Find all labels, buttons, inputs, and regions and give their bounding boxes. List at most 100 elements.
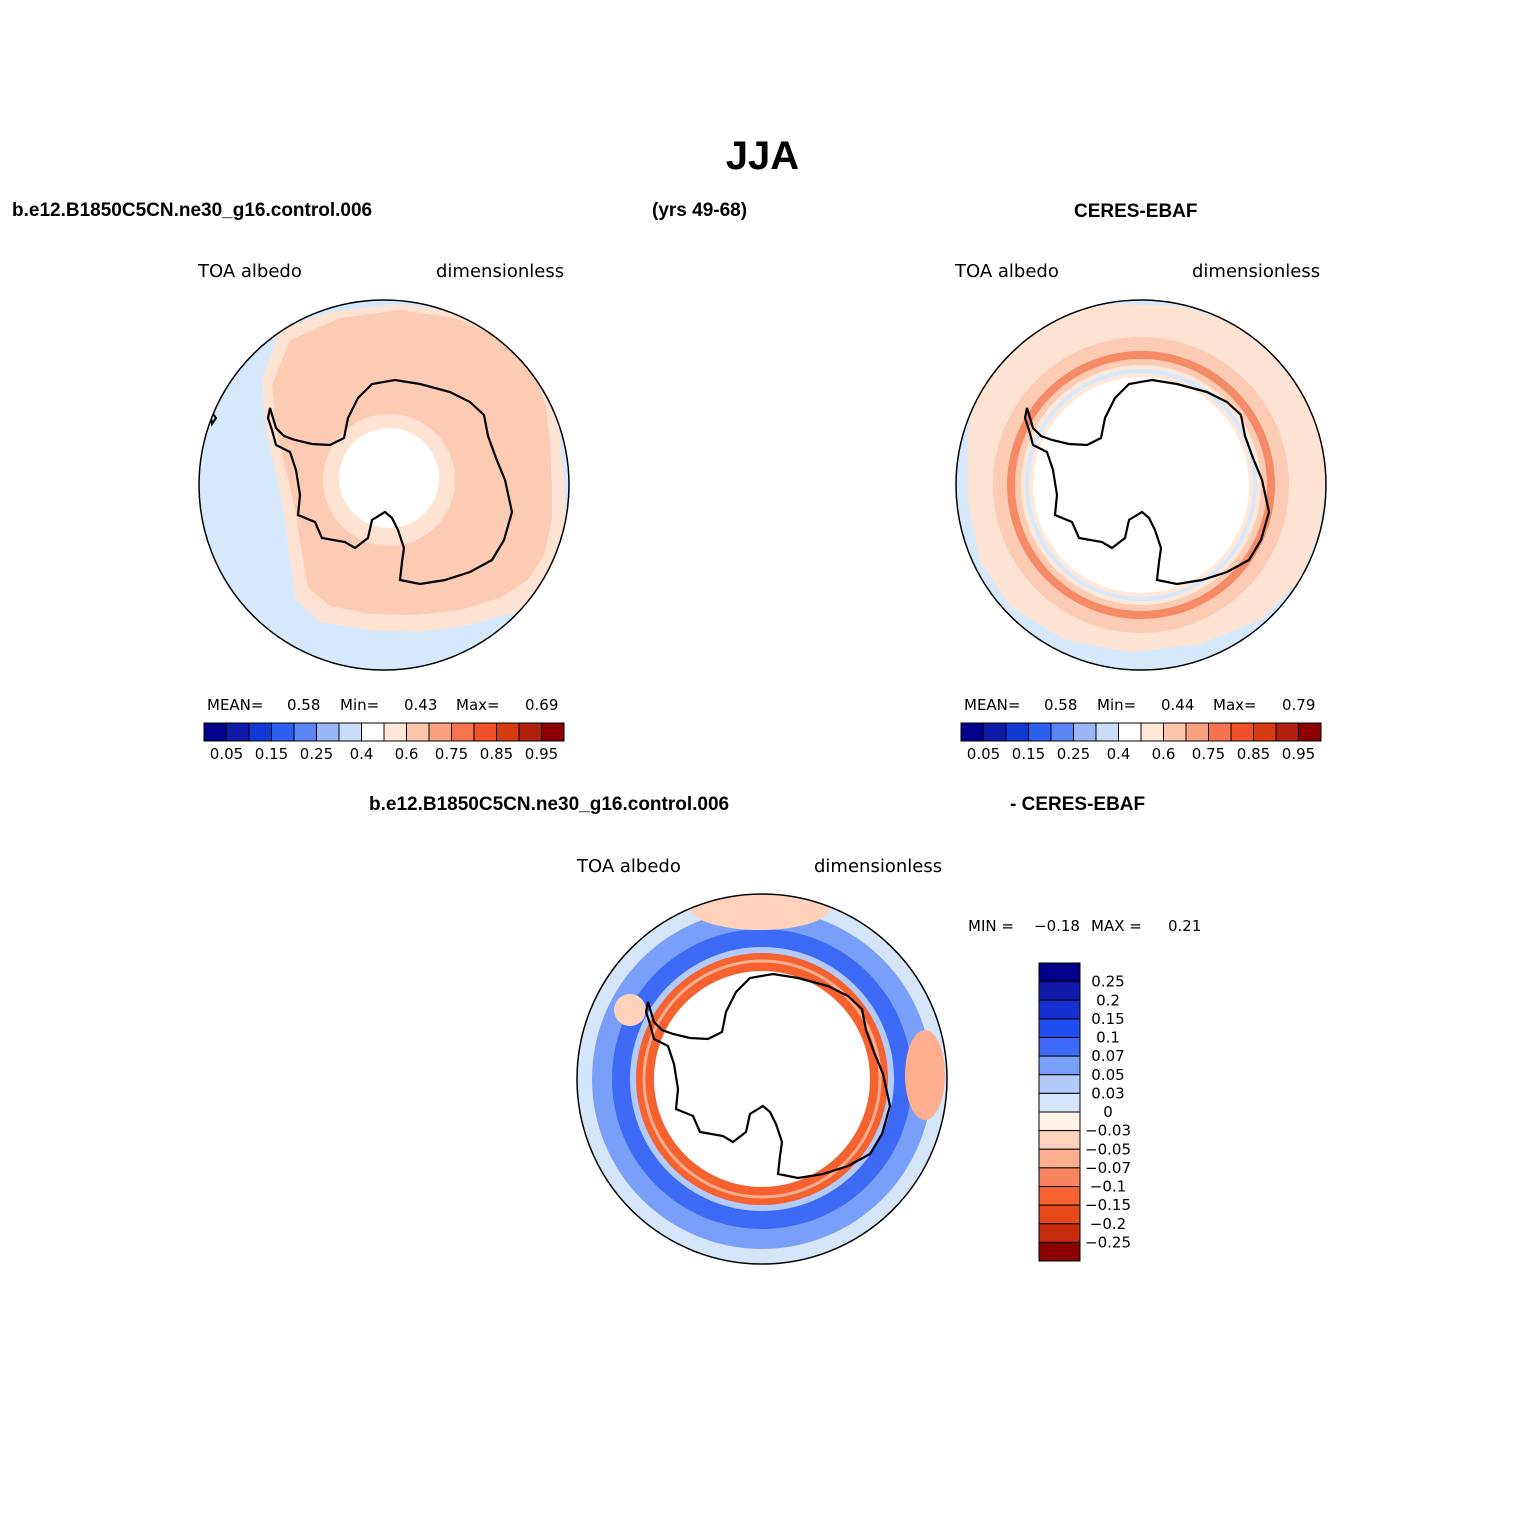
colorbar-swatch [203,722,227,742]
colorbar-swatch [1095,722,1119,742]
colorbar-swatch [1073,722,1097,742]
years-label: (yrs 49-68) [652,200,748,221]
colorbar-tick-label: −0.15 [1085,1196,1131,1214]
obs-name-label: CERES-EBAF [1074,201,1198,222]
colorbar-swatch [1038,1204,1081,1225]
right-mean-label: MEAN= [964,696,1021,714]
colorbar-swatch [1298,722,1322,742]
colorbar-swatch [1038,999,1081,1020]
diff-min-value: −0.18 [1034,917,1080,935]
colorbar-swatch [1208,722,1232,742]
colorbar-swatch [1038,1055,1081,1076]
colorbar-swatch [406,722,430,742]
positive-inner-line [642,959,882,1199]
colorbar-swatch [1230,722,1254,742]
inner-white-region [339,428,439,528]
figure-title: JJA [725,134,800,178]
diff-obs-label: - CERES-EBAF [1010,794,1146,815]
colorbar-swatch [473,722,497,742]
diff-max-value: 0.21 [1168,917,1202,935]
colorbar-swatch [541,722,565,742]
left-min-value: 0.43 [404,696,438,714]
colorbar-tick-label: −0.07 [1085,1159,1131,1177]
colorbar-tick-label: 0.95 [1282,745,1315,763]
contour-0.45-ring [1025,369,1257,601]
colorbar-tick-label: −0.1 [1090,1178,1126,1196]
colorbar-swatch [1163,722,1187,742]
obs-polar-map [955,299,1327,671]
colorbar-swatch [248,722,272,742]
colorbar-swatch [518,722,542,742]
positive-patch-top [690,894,830,930]
colorbar-tick-label: 0.85 [1237,745,1270,763]
colorbar-tick-label: −0.03 [1085,1122,1131,1140]
colorbar-tick-label: −0.05 [1085,1140,1131,1158]
colorbar-tick-label: 0.75 [1192,745,1225,763]
colorbar-swatch [1038,1130,1081,1150]
colorbar-tick-label: 0.03 [1091,1084,1124,1102]
right-colorbar: 0.05 0.15 0.25 0.4 0.6 0.75 0.85 0.95 [960,722,1322,763]
colorbar-swatch [1185,722,1209,742]
left-min-label: Min= [340,696,380,714]
colorbar-tick-label: 0 [1103,1103,1113,1121]
colorbar-swatch [338,722,362,742]
colorbar-tick-label: 0.6 [1152,745,1176,763]
positive-patch-right [905,1030,945,1120]
colorbar-swatch [1038,1018,1081,1038]
colorbar-swatch [226,722,250,742]
inner-white-region [1033,377,1249,593]
left-max-label: Max= [456,696,500,714]
colorbar-tick-label: 0.07 [1091,1047,1124,1065]
colorbar-swatch [1050,722,1074,742]
colorbar-tick-label: 0.25 [300,745,333,763]
difference-colorbar: 0.250.20.150.10.070.050.030−0.03−0.05−0.… [1038,962,1131,1262]
diff-stats: MIN = −0.18 MAX = 0.21 [0,917,1525,937]
colorbar-tick-label: 0.75 [435,745,468,763]
map-boundary [198,299,570,671]
left-max-value: 0.69 [525,696,559,714]
colorbar-swatch [293,722,317,742]
colorbar-tick-label: 0.25 [1091,973,1124,991]
colorbar-swatch [1038,1241,1081,1262]
left-mean-value: 0.58 [287,696,321,714]
colorbar-tick-label: 0.2 [1096,991,1120,1009]
colorbar-tick-label: 0.05 [1091,1066,1124,1084]
colorbar-tick-label: 0.15 [1091,1010,1124,1028]
map-boundary [576,893,948,1265]
colorbar-swatch [451,722,475,742]
colorbar-tick-label: −0.25 [1085,1233,1131,1251]
colorbar-swatch [1038,981,1081,1001]
diff-variable-label: TOA albedo [577,856,681,877]
colorbar-swatch [1038,962,1081,983]
colorbar-swatch [1005,722,1029,742]
colorbar-tick-label: 0.85 [480,745,513,763]
right-max-label: Max= [1213,696,1257,714]
colorbar-tick-label: 0.4 [1107,745,1131,763]
left-colorbar: 0.05 0.15 0.25 0.4 0.6 0.75 0.85 0.95 [203,722,565,763]
colorbar-tick-label: 0.1 [1096,1029,1120,1047]
left-mean-label: MEAN= [207,696,264,714]
right-variable-label: TOA albedo [955,261,1059,282]
colorbar-tick-label: 0.05 [210,745,243,763]
colorbar-swatch [1038,1074,1081,1094]
colorbar-swatch [1038,1186,1081,1206]
colorbar-swatch [960,722,984,742]
right-units-label: dimensionless [1192,261,1321,282]
colorbar-swatch [496,722,520,742]
colorbar-swatch [1253,722,1277,742]
inner-white-region [654,971,870,1187]
left-variable-label: TOA albedo [198,261,302,282]
colorbar-swatch [1118,722,1142,742]
colorbar-swatch [1028,722,1052,742]
positive-patch-left [614,994,646,1026]
diff-max-label: MAX = [1091,917,1142,935]
colorbar-tick-label: −0.2 [1090,1215,1126,1233]
right-min-value: 0.44 [1161,696,1195,714]
map-boundary [955,299,1327,671]
model-case-label: b.e12.B1850C5CN.ne30_g16.control.006 [12,200,373,221]
colorbar-swatch [1038,1223,1081,1243]
diff-min-label: MIN = [968,917,1014,935]
colorbar-tick-label: 0.6 [395,745,419,763]
colorbar-swatch [361,722,385,742]
